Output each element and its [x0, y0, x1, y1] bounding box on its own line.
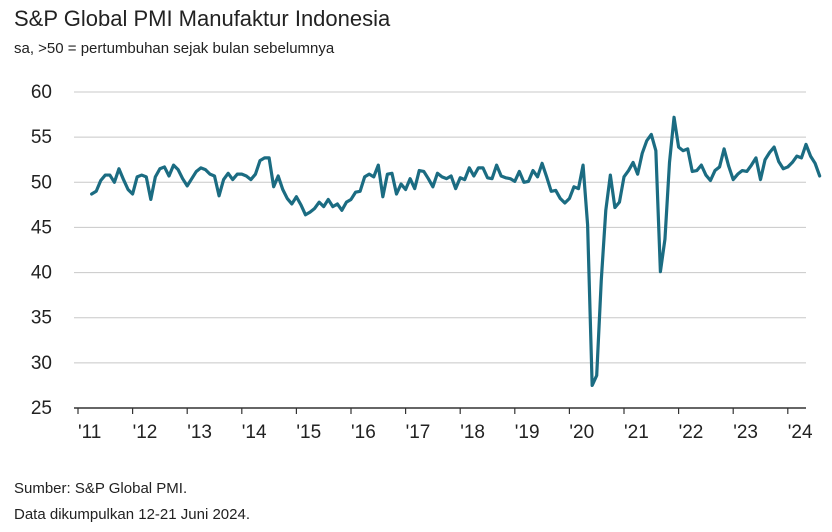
chart-title: S&P Global PMI Manufaktur Indonesia [14, 6, 391, 31]
y-tick-label-55: 55 [31, 127, 52, 148]
source-note: Sumber: S&P Global PMI. [14, 480, 188, 497]
x-tick-label-2022: '22 [679, 422, 704, 443]
x-axis: '11 '12 '13 '14 '15 '16 '17 '18 '19 '20 '21 '22 '23 '… [74, 407, 813, 443]
series-line-pmi [90, 115, 822, 388]
x-tick-label-2012: '12 [133, 422, 158, 443]
y-tick-label-25: 25 [31, 398, 52, 419]
x-tick-label-2020: '20 [569, 422, 594, 443]
x-tick-label-2016: '16 [351, 422, 376, 443]
x-tick-label-2021: '21 [624, 422, 649, 443]
x-tick-label-2019: '19 [515, 422, 540, 443]
x-tick-label-2013: '13 [187, 422, 212, 443]
chart-subtitle: sa, >50 = pertumbuhan sejak bulan sebelu… [14, 40, 335, 57]
x-tick-label-2014: '14 [242, 422, 267, 443]
collection-note: Data dikumpulkan 12-21 Juni 2024. [14, 506, 250, 523]
x-tick-label-2015: '15 [296, 422, 321, 443]
x-tick-label-2011: '11 [78, 422, 101, 443]
y-tick-label-35: 35 [31, 308, 52, 329]
y-tick-label-30: 30 [31, 353, 52, 374]
x-tick-label-2023: '23 [733, 422, 758, 443]
y-tick-label-40: 40 [31, 263, 52, 284]
y-tick-label-45: 45 [31, 217, 52, 238]
gridlines [74, 91, 806, 364]
y-axis: 25 30 35 40 45 50 55 60 [31, 82, 52, 419]
x-tick-label-2017: '17 [406, 422, 431, 443]
x-tick-label-2024: '24 [788, 422, 813, 443]
y-tick-label-50: 50 [31, 172, 52, 193]
x-tick-label-2018: '18 [460, 422, 485, 443]
y-tick-label-60: 60 [31, 82, 52, 103]
